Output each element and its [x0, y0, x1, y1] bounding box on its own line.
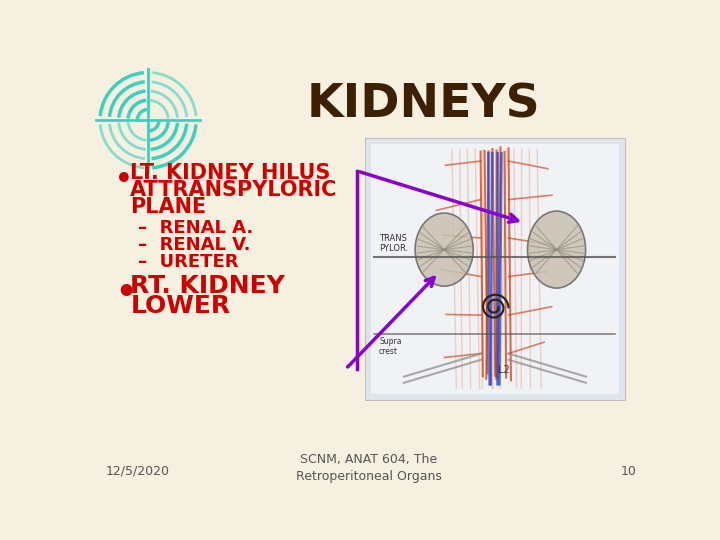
Text: ATTRANSPYLORIC: ATTRANSPYLORIC — [130, 180, 338, 200]
Text: 10: 10 — [621, 465, 636, 478]
Text: L2: L2 — [498, 365, 510, 375]
Text: LOWER: LOWER — [130, 294, 230, 318]
Text: –  RENAL A.: – RENAL A. — [138, 219, 253, 237]
Text: 12/5/2020: 12/5/2020 — [106, 465, 169, 478]
Text: •: • — [114, 166, 132, 194]
Bar — [372, 144, 618, 394]
Text: KIDNEYS: KIDNEYS — [307, 82, 540, 127]
Text: RT. KIDNEY: RT. KIDNEY — [130, 274, 285, 298]
Text: LT. KIDNEY HILUS: LT. KIDNEY HILUS — [130, 164, 330, 184]
Text: –  RENAL V.: – RENAL V. — [138, 236, 251, 254]
Text: PLANE: PLANE — [130, 197, 207, 217]
Ellipse shape — [528, 211, 585, 288]
Text: •: • — [114, 276, 136, 309]
Text: TRANS
PYLOR.: TRANS PYLOR. — [379, 234, 408, 253]
Ellipse shape — [415, 213, 473, 286]
Text: Supra
crest: Supra crest — [379, 336, 402, 356]
Text: SCNM, ANAT 604, The
Retroperitoneal Organs: SCNM, ANAT 604, The Retroperitoneal Orga… — [296, 453, 442, 483]
Text: –  URETER: – URETER — [138, 253, 238, 271]
Bar — [365, 138, 625, 400]
